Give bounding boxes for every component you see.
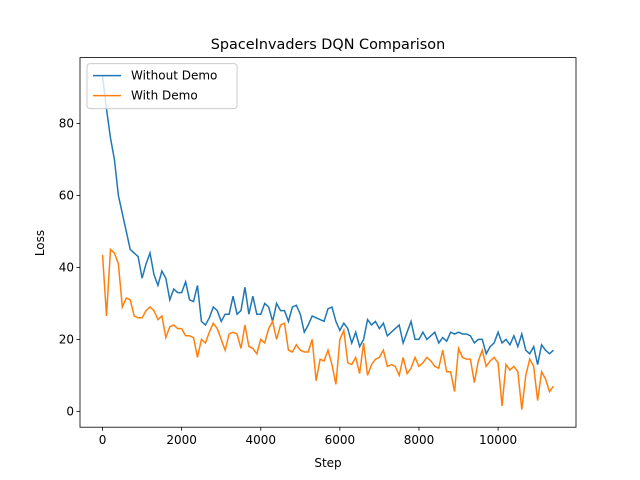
x-tick-label: 4000 xyxy=(245,433,276,447)
legend-label: With Demo xyxy=(131,89,198,103)
x-tick-label: 0 xyxy=(99,433,107,447)
plot-frame xyxy=(79,57,577,428)
legend-label: Without Demo xyxy=(131,69,217,83)
y-tick-label: 80 xyxy=(59,116,74,130)
y-tick-label: 40 xyxy=(59,260,74,274)
y-tick-label: 0 xyxy=(66,404,74,418)
line-series xyxy=(101,247,555,410)
x-axis-label: Step xyxy=(314,456,341,470)
x-tick-label: 2000 xyxy=(166,433,197,447)
chart-title: SpaceInvaders DQN Comparison xyxy=(211,37,445,53)
x-tick-label: 6000 xyxy=(325,433,356,447)
legend-box xyxy=(86,63,238,110)
x-tick-label: 8000 xyxy=(404,433,435,447)
x-tick-label: 10000 xyxy=(479,433,517,447)
line-series xyxy=(101,76,554,365)
y-axis-label: Loss xyxy=(33,230,47,256)
y-tick-label: 60 xyxy=(59,188,74,202)
y-tick-label: 20 xyxy=(59,332,74,346)
